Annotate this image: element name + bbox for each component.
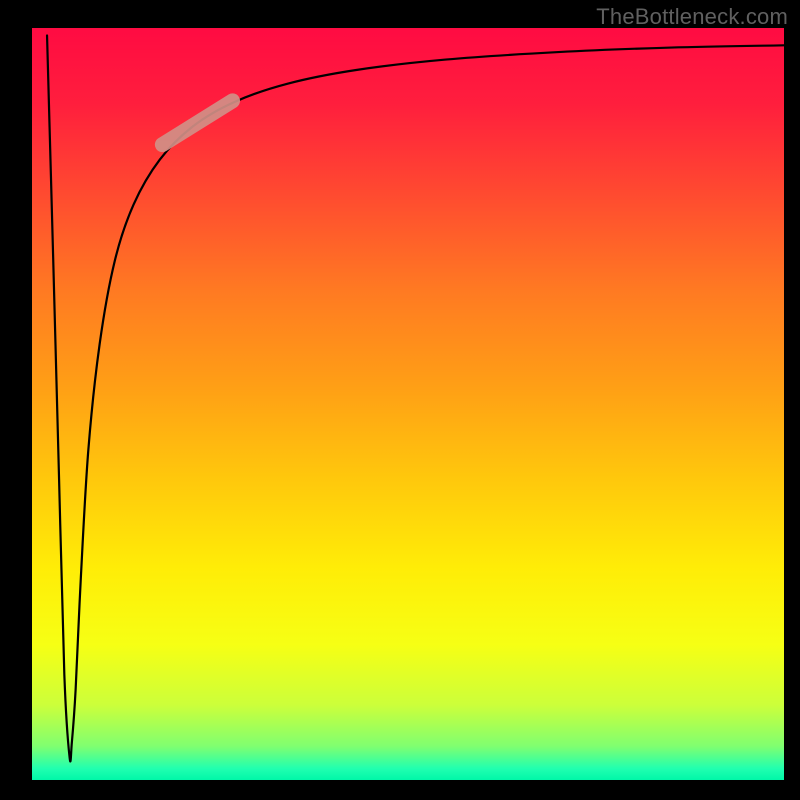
chart-svg <box>32 28 784 780</box>
plot-area <box>32 28 784 780</box>
watermark-text: TheBottleneck.com <box>596 4 788 30</box>
chart-frame: TheBottleneck.com <box>0 0 800 800</box>
gradient-background <box>32 28 784 780</box>
